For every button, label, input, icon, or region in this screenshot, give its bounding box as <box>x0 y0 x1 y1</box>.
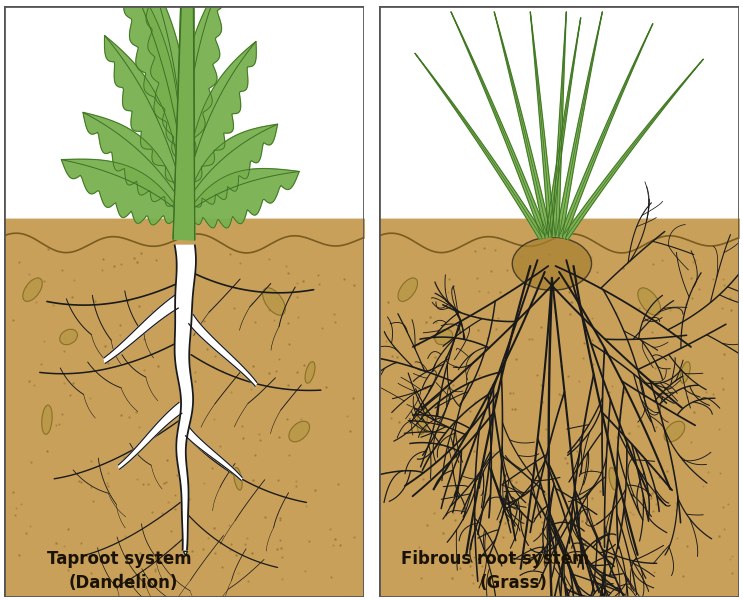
Polygon shape <box>556 12 603 238</box>
Polygon shape <box>144 0 186 166</box>
Bar <box>379 230 739 597</box>
Text: Taproot system: Taproot system <box>47 550 192 568</box>
Ellipse shape <box>398 278 418 301</box>
Text: (Dandelion): (Dandelion) <box>68 574 178 592</box>
Polygon shape <box>186 427 242 480</box>
Ellipse shape <box>234 467 242 490</box>
Bar <box>4 6 364 242</box>
Polygon shape <box>531 12 555 237</box>
Polygon shape <box>83 112 181 206</box>
Ellipse shape <box>23 278 42 301</box>
Polygon shape <box>552 12 566 237</box>
Ellipse shape <box>512 237 591 290</box>
Polygon shape <box>187 169 299 228</box>
Ellipse shape <box>59 329 77 344</box>
Ellipse shape <box>435 329 452 344</box>
Text: Fibrous root system: Fibrous root system <box>400 550 589 568</box>
Polygon shape <box>545 18 581 238</box>
Polygon shape <box>189 315 257 386</box>
Bar <box>4 230 364 597</box>
Polygon shape <box>565 59 703 239</box>
Polygon shape <box>173 0 195 240</box>
Polygon shape <box>62 159 181 225</box>
Polygon shape <box>494 12 551 238</box>
Ellipse shape <box>637 288 661 315</box>
Ellipse shape <box>609 467 617 490</box>
Bar <box>379 6 739 242</box>
Polygon shape <box>187 124 278 207</box>
Polygon shape <box>415 53 543 239</box>
Polygon shape <box>105 35 181 184</box>
Ellipse shape <box>289 421 310 442</box>
Polygon shape <box>175 245 196 550</box>
Ellipse shape <box>664 421 685 442</box>
Polygon shape <box>104 295 178 364</box>
Text: (Grass): (Grass) <box>480 574 548 592</box>
Polygon shape <box>117 0 181 148</box>
Polygon shape <box>118 403 182 469</box>
Ellipse shape <box>42 405 52 434</box>
Polygon shape <box>181 0 224 166</box>
Polygon shape <box>560 24 653 239</box>
Polygon shape <box>451 12 547 239</box>
Ellipse shape <box>305 362 315 383</box>
Ellipse shape <box>262 288 285 315</box>
Polygon shape <box>173 0 195 240</box>
Ellipse shape <box>417 405 427 434</box>
Polygon shape <box>187 41 256 184</box>
Ellipse shape <box>681 362 690 383</box>
